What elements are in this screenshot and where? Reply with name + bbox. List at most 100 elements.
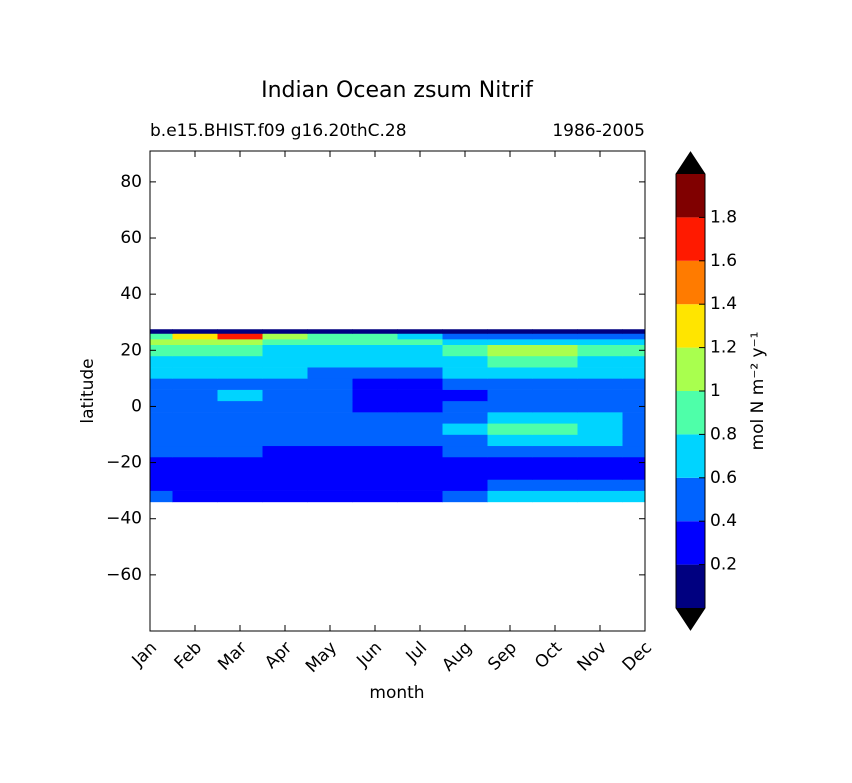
contour-cell xyxy=(352,333,398,340)
colorbar-segment xyxy=(676,434,705,478)
contour-cell xyxy=(622,423,646,435)
contour-cell xyxy=(150,389,173,402)
contour-cell xyxy=(442,434,488,447)
x-tick-label: Sep xyxy=(484,638,521,675)
contour-cell xyxy=(442,490,488,503)
y-tick-label: 60 xyxy=(120,228,142,248)
contour-cell xyxy=(397,456,443,469)
contour-cell xyxy=(397,344,443,357)
contour-cell xyxy=(532,445,578,458)
contour-cell xyxy=(487,490,533,503)
contour-cell xyxy=(217,344,263,357)
colorbar-tick-label: 0.4 xyxy=(710,511,737,531)
contour-cell xyxy=(577,468,623,480)
contour-cell xyxy=(172,344,218,357)
x-tick-label: Aug xyxy=(438,638,476,676)
contour-cell xyxy=(397,339,443,345)
contour-cell xyxy=(622,412,646,424)
contour-cell xyxy=(532,378,578,390)
contour-cell xyxy=(352,400,398,413)
x-tick-label: Jan xyxy=(128,638,161,671)
contour-cell xyxy=(217,329,263,334)
contour-cell xyxy=(217,434,263,447)
contour-cell xyxy=(532,367,578,379)
contour-cell xyxy=(532,355,578,368)
x-tick-label: Jul xyxy=(402,638,431,667)
contour-cell xyxy=(487,339,533,345)
contour-cell xyxy=(352,479,398,491)
contour-cell xyxy=(532,400,578,413)
colorbar-tick-label: 0.8 xyxy=(710,424,737,444)
contour-cell xyxy=(442,329,488,334)
contour-cell xyxy=(307,329,353,334)
contour-cell xyxy=(487,456,533,469)
contour-cell xyxy=(487,468,533,480)
colorbar-tick-label: 0.2 xyxy=(710,555,737,575)
contour-cell xyxy=(442,344,488,357)
contour-cell xyxy=(397,423,443,435)
contour-cell xyxy=(262,423,308,435)
contour-cell xyxy=(532,423,578,435)
contour-cell xyxy=(397,333,443,340)
contour-cell xyxy=(217,479,263,491)
contour-cell xyxy=(217,355,263,368)
contour-cell xyxy=(262,479,308,491)
contour-cell xyxy=(442,445,488,458)
colorbar-tick-label: 1 xyxy=(710,381,721,401)
contour-cell xyxy=(217,468,263,480)
contour-cell xyxy=(172,434,218,447)
y-tick-label: 0 xyxy=(131,396,142,416)
contour-cell xyxy=(532,333,578,340)
x-tick-label: Oct xyxy=(531,638,566,673)
contour-cell xyxy=(487,367,533,379)
contour-cell xyxy=(487,412,533,424)
contour-cell xyxy=(532,456,578,469)
chart-title: Indian Ocean zsum Nitrif xyxy=(261,78,534,103)
plot-frame xyxy=(149,150,646,632)
contour-cell xyxy=(397,378,443,390)
contour-cell xyxy=(352,456,398,469)
contour-cell xyxy=(307,400,353,413)
contour-cell xyxy=(352,329,398,334)
contour-cell xyxy=(307,445,353,458)
y-tick-label: −60 xyxy=(106,565,142,585)
contour-cell xyxy=(150,468,173,480)
contour-cell xyxy=(442,355,488,368)
colorbar-frame xyxy=(675,151,706,631)
contour-cell xyxy=(487,479,533,491)
contour-cell xyxy=(622,445,646,458)
colorbar-tick-label: 1.6 xyxy=(710,251,737,271)
contour-cell xyxy=(352,412,398,424)
contour-cell xyxy=(622,490,646,503)
contour-cell xyxy=(352,355,398,368)
contour-cell xyxy=(217,339,263,345)
contour-cell xyxy=(217,367,263,379)
contour-cell xyxy=(172,490,218,503)
contour-cell xyxy=(577,329,623,334)
contour-cell xyxy=(487,355,533,368)
contour-cell xyxy=(262,434,308,447)
colorbar-segment xyxy=(676,260,705,305)
contour-cell xyxy=(307,479,353,491)
contour-cell xyxy=(397,389,443,402)
contour-cell xyxy=(307,355,353,368)
contour-cell xyxy=(577,434,623,447)
colorbar-tick-label: 1.2 xyxy=(710,338,737,358)
y-axis-label: latitude xyxy=(78,358,98,423)
contour-cell xyxy=(217,412,263,424)
contour-cell xyxy=(150,329,173,334)
contour-cell xyxy=(532,412,578,424)
contour-cell xyxy=(172,479,218,491)
contour-cell xyxy=(172,468,218,480)
contour-cell xyxy=(307,456,353,469)
contour-cell xyxy=(217,490,263,503)
colorbar-segment xyxy=(676,477,705,522)
contour-cell xyxy=(622,400,646,413)
contour-cell xyxy=(352,490,398,503)
contour-cell xyxy=(352,344,398,357)
contour-cell xyxy=(442,339,488,345)
x-tick-label: Jun xyxy=(352,638,386,672)
contour-cell xyxy=(397,479,443,491)
contour-cell xyxy=(577,400,623,413)
contour-cell xyxy=(150,412,173,424)
